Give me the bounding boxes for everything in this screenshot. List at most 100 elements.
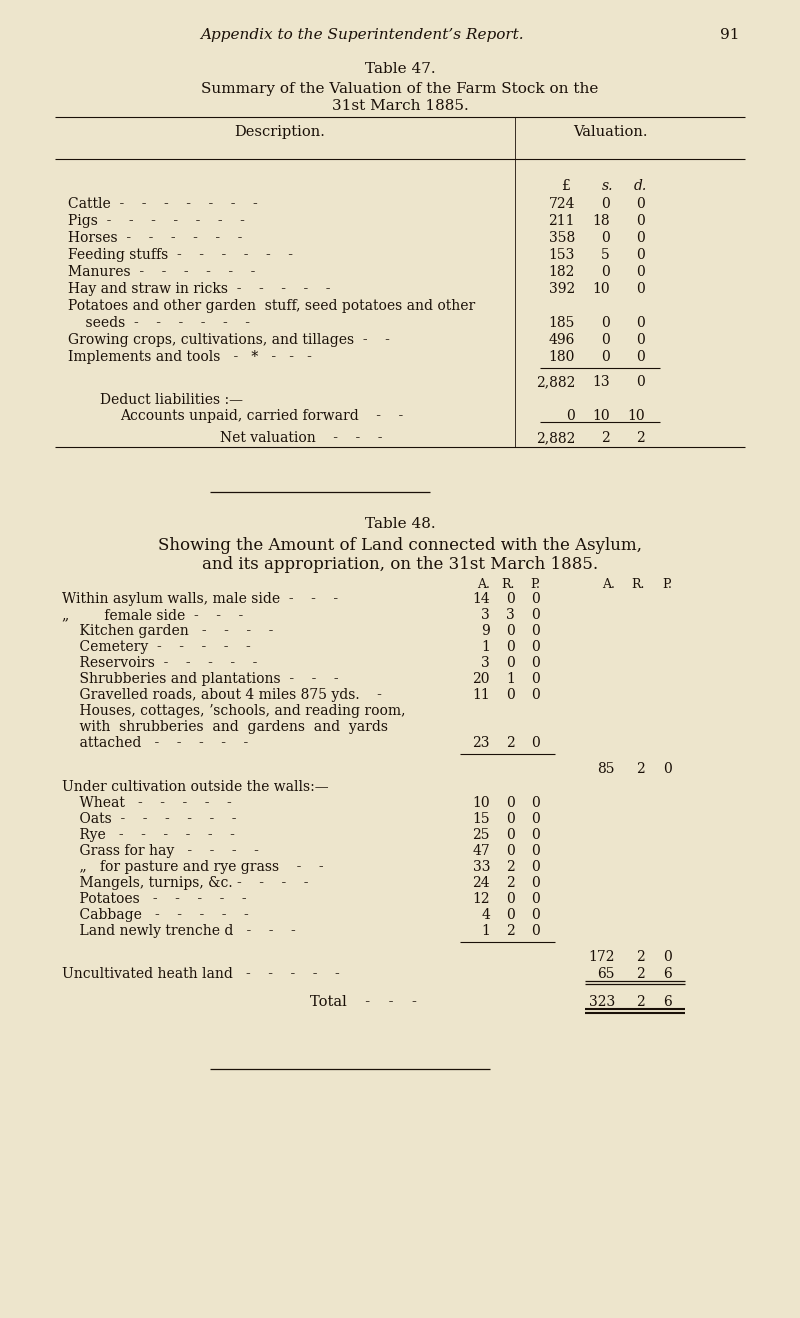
Text: 3: 3 bbox=[482, 608, 490, 622]
Text: Total    -    -    -: Total - - - bbox=[310, 995, 417, 1010]
Text: 0: 0 bbox=[531, 924, 540, 938]
Text: 2: 2 bbox=[636, 995, 645, 1010]
Text: 2: 2 bbox=[636, 431, 645, 445]
Text: Net valuation    -    -    -: Net valuation - - - bbox=[220, 431, 382, 445]
Text: Implements and tools   -   *   -   -   -: Implements and tools - * - - - bbox=[68, 351, 312, 364]
Text: 211: 211 bbox=[549, 214, 575, 228]
Text: 91: 91 bbox=[720, 28, 739, 42]
Text: 0: 0 bbox=[531, 623, 540, 638]
Text: 0: 0 bbox=[531, 828, 540, 842]
Text: 0: 0 bbox=[602, 351, 610, 364]
Text: 0: 0 bbox=[531, 796, 540, 811]
Text: 2: 2 bbox=[506, 876, 515, 890]
Text: 33: 33 bbox=[473, 861, 490, 874]
Text: „        female side  -    -    -: „ female side - - - bbox=[62, 608, 243, 622]
Text: 5: 5 bbox=[602, 248, 610, 262]
Text: Description.: Description. bbox=[234, 125, 326, 138]
Text: 0: 0 bbox=[506, 656, 515, 670]
Text: Pigs  -    -    -    -    -    -    -: Pigs - - - - - - - bbox=[68, 214, 245, 228]
Text: 323: 323 bbox=[589, 995, 615, 1010]
Text: Oats  -    -    -    -    -    -: Oats - - - - - - bbox=[62, 812, 237, 826]
Text: attached   -    -    -    -    -: attached - - - - - bbox=[62, 735, 248, 750]
Text: Shrubberies and plantations  -    -    -: Shrubberies and plantations - - - bbox=[62, 672, 338, 685]
Text: 0: 0 bbox=[636, 231, 645, 245]
Text: 20: 20 bbox=[473, 672, 490, 685]
Text: 2: 2 bbox=[506, 861, 515, 874]
Text: P.: P. bbox=[662, 579, 672, 590]
Text: 0: 0 bbox=[531, 892, 540, 905]
Text: 11: 11 bbox=[472, 688, 490, 702]
Text: 0: 0 bbox=[663, 762, 672, 776]
Text: 6: 6 bbox=[663, 967, 672, 981]
Text: 0: 0 bbox=[506, 892, 515, 905]
Text: 0: 0 bbox=[506, 908, 515, 923]
Text: Accounts unpaid, carried forward    -    -: Accounts unpaid, carried forward - - bbox=[120, 409, 403, 423]
Text: 0: 0 bbox=[636, 351, 645, 364]
Text: 2: 2 bbox=[636, 762, 645, 776]
Text: 180: 180 bbox=[549, 351, 575, 364]
Text: Showing the Amount of Land connected with the Asylum,: Showing the Amount of Land connected wit… bbox=[158, 536, 642, 554]
Text: 25: 25 bbox=[473, 828, 490, 842]
Text: 31st March 1885.: 31st March 1885. bbox=[332, 99, 468, 113]
Text: 0: 0 bbox=[531, 735, 540, 750]
Text: 2,882: 2,882 bbox=[536, 376, 575, 389]
Text: Wheat   -    -    -    -    -: Wheat - - - - - bbox=[62, 796, 232, 811]
Text: 1: 1 bbox=[481, 924, 490, 938]
Text: 0: 0 bbox=[636, 196, 645, 211]
Text: 0: 0 bbox=[506, 641, 515, 654]
Text: 185: 185 bbox=[549, 316, 575, 330]
Text: R.: R. bbox=[502, 579, 515, 590]
Text: Cattle  -    -    -    -    -    -    -: Cattle - - - - - - - bbox=[68, 196, 258, 211]
Text: 0: 0 bbox=[506, 688, 515, 702]
Text: 0: 0 bbox=[602, 316, 610, 330]
Text: 2: 2 bbox=[636, 967, 645, 981]
Text: Reservoirs  -    -    -    -    -: Reservoirs - - - - - bbox=[62, 656, 258, 670]
Text: Mangels, turnips, &c. -    -    -    -: Mangels, turnips, &c. - - - - bbox=[62, 876, 309, 890]
Text: 0: 0 bbox=[602, 231, 610, 245]
Text: 23: 23 bbox=[473, 735, 490, 750]
Text: s.: s. bbox=[602, 179, 614, 192]
Text: 18: 18 bbox=[592, 214, 610, 228]
Text: 0: 0 bbox=[636, 333, 645, 347]
Text: Under cultivation outside the walls:—: Under cultivation outside the walls:— bbox=[62, 780, 329, 793]
Text: A.: A. bbox=[602, 579, 615, 590]
Text: 4: 4 bbox=[481, 908, 490, 923]
Text: 392: 392 bbox=[549, 282, 575, 297]
Text: 10: 10 bbox=[592, 409, 610, 423]
Text: 2: 2 bbox=[636, 950, 645, 963]
Text: 15: 15 bbox=[472, 812, 490, 826]
Text: 2,882: 2,882 bbox=[536, 431, 575, 445]
Text: 0: 0 bbox=[506, 623, 515, 638]
Text: d.: d. bbox=[634, 179, 646, 192]
Text: 0: 0 bbox=[636, 316, 645, 330]
Text: 0: 0 bbox=[531, 908, 540, 923]
Text: Summary of the Valuation of the Farm Stock on the: Summary of the Valuation of the Farm Sto… bbox=[202, 82, 598, 96]
Text: 12: 12 bbox=[472, 892, 490, 905]
Text: 0: 0 bbox=[531, 592, 540, 606]
Text: 2: 2 bbox=[506, 735, 515, 750]
Text: 1: 1 bbox=[481, 641, 490, 654]
Text: 358: 358 bbox=[549, 231, 575, 245]
Text: „   for pasture and rye grass    -    -: „ for pasture and rye grass - - bbox=[62, 861, 324, 874]
Text: 0: 0 bbox=[506, 828, 515, 842]
Text: 3: 3 bbox=[506, 608, 515, 622]
Text: 65: 65 bbox=[598, 967, 615, 981]
Text: A.: A. bbox=[477, 579, 490, 590]
Text: Table 48.: Table 48. bbox=[365, 517, 435, 531]
Text: and its appropriation, on the 31st March 1885.: and its appropriation, on the 31st March… bbox=[202, 556, 598, 573]
Text: Gravelled roads, about 4 miles 875 yds.    -: Gravelled roads, about 4 miles 875 yds. … bbox=[62, 688, 382, 702]
Text: Cabbage   -    -    -    -    -: Cabbage - - - - - bbox=[62, 908, 249, 923]
Text: Rye   -    -    -    -    -    -: Rye - - - - - - bbox=[62, 828, 235, 842]
Text: 0: 0 bbox=[531, 812, 540, 826]
Text: Valuation.: Valuation. bbox=[573, 125, 647, 138]
Text: 0: 0 bbox=[566, 409, 575, 423]
Text: 0: 0 bbox=[663, 950, 672, 963]
Text: 0: 0 bbox=[602, 333, 610, 347]
Text: 172: 172 bbox=[589, 950, 615, 963]
Text: 0: 0 bbox=[602, 196, 610, 211]
Text: Appendix to the Superintendent’s Report.: Appendix to the Superintendent’s Report. bbox=[200, 28, 524, 42]
Text: 9: 9 bbox=[482, 623, 490, 638]
Text: Manures  -    -    -    -    -    -: Manures - - - - - - bbox=[68, 265, 255, 279]
Text: 0: 0 bbox=[506, 812, 515, 826]
Text: 13: 13 bbox=[592, 376, 610, 389]
